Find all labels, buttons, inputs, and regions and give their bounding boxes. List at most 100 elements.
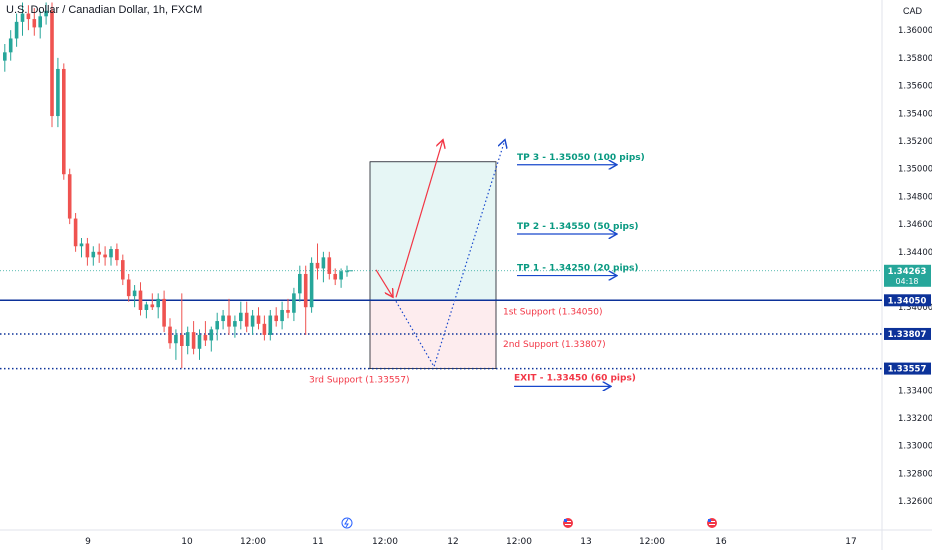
candle-body: [303, 273, 308, 308]
symbol-title: U.S. Dollar / Canadian Dollar, 1h, FXCM: [6, 4, 203, 16]
candle-body: [91, 251, 96, 258]
candle-body: [97, 251, 101, 255]
candle-body: [233, 321, 237, 327]
x-tick-label: 12:00: [372, 537, 398, 547]
candle-body: [221, 315, 225, 322]
candle-body: [62, 68, 66, 175]
candle-body: [215, 321, 219, 330]
candle-body: [292, 293, 296, 313]
tp-label-3: TP 3 - 1.35050 (100 pips): [517, 153, 645, 163]
candle-body: [174, 334, 178, 344]
candle-body: [185, 332, 190, 346]
currency-label: CAD: [902, 6, 922, 16]
support-label-2: 2nd Support (1.33807): [503, 340, 606, 350]
candle-body: [256, 315, 261, 324]
candle-body: [209, 329, 214, 341]
y-tick-label: 1.34600: [898, 220, 932, 230]
support-label-1: 1st Support (1.34050): [503, 307, 602, 317]
candle-body: [73, 218, 78, 247]
lightning-event-icon: [341, 517, 353, 529]
y-tick-label: 1.35200: [898, 137, 932, 147]
x-tick-label: 11: [312, 537, 323, 547]
candle-body: [339, 271, 343, 280]
exit-label: EXIT - 1.33450 (60 pips): [514, 373, 636, 383]
candle-body: [274, 315, 278, 322]
y-tick-label: 1.33400: [898, 386, 932, 396]
current-price-tag: [884, 264, 931, 287]
x-tick-label: 16: [715, 537, 727, 547]
candle-body: [3, 52, 7, 61]
candle-body: [138, 290, 143, 310]
tp-label-1: TP 1 - 1.34250 (20 pips): [517, 264, 638, 274]
y-tick-label: 1.35400: [898, 109, 932, 119]
support-price-tag-3: [884, 362, 931, 375]
x-tick-label: 12: [447, 537, 458, 547]
flag-canton: [708, 519, 711, 522]
candle-body: [38, 16, 42, 28]
y-tick-label: 1.34000: [898, 303, 932, 313]
x-tick-label: 17: [845, 537, 856, 547]
candle-body: [44, 10, 48, 17]
flag-canton: [564, 519, 567, 522]
candle-body: [286, 309, 290, 313]
support-price-tag-label-2: 1.33807: [888, 330, 927, 340]
support-label-3: 3rd Support (1.33557): [309, 376, 410, 386]
candle-body: [244, 312, 249, 327]
y-tick-label: 1.33000: [898, 442, 932, 452]
candle-body: [315, 262, 320, 269]
candle-body: [56, 68, 60, 117]
candle-body: [109, 249, 113, 258]
y-tick-label: 1.35800: [898, 54, 932, 64]
candle-body: [50, 10, 54, 117]
candle-body: [8, 38, 13, 53]
support-price-tag-1: [884, 294, 931, 307]
support-price-tag-label-3: 1.33557: [888, 365, 927, 375]
candle-body: [121, 260, 125, 280]
flag-stripe: [709, 524, 715, 525]
bullish-projection-arrow: [395, 140, 443, 298]
candle-body: [26, 13, 31, 20]
candle-body: [298, 273, 302, 294]
candle-body: [309, 262, 314, 308]
candle-body: [20, 13, 25, 22]
y-tick-label: 1.32600: [898, 497, 932, 507]
x-tick-label: 12:00: [639, 537, 665, 547]
y-tick-label: 1.32800: [898, 469, 932, 479]
candle-body: [191, 332, 196, 349]
candle-body: [32, 19, 37, 28]
candle-body: [14, 21, 19, 39]
candle-body: [156, 298, 160, 308]
target-zone: [370, 161, 496, 301]
candle-body: [280, 309, 284, 322]
candle-body: [197, 334, 202, 349]
candle-body: [250, 315, 255, 327]
candle-body: [327, 257, 332, 274]
candle-body: [162, 298, 166, 327]
pullback-projection-arrow: [395, 140, 505, 369]
current-price-value: 1.34263: [888, 267, 927, 277]
candle-body: [203, 334, 208, 341]
y-tick-label: 1.35600: [898, 82, 932, 92]
flag-stripe: [709, 521, 715, 522]
candle-body: [227, 315, 231, 327]
flag-stripe: [565, 521, 571, 522]
x-tick-label: 12:00: [240, 537, 266, 547]
candle-body: [239, 312, 243, 322]
bar-countdown: 04:18: [895, 277, 918, 286]
entry-arrow: [375, 269, 393, 297]
y-tick-label: 1.34800: [898, 192, 932, 202]
candle-body: [180, 334, 184, 346]
candle-body: [126, 279, 131, 297]
candle-body: [85, 243, 90, 258]
tp-label-2: TP 2 - 1.34550 (50 pips): [517, 222, 638, 232]
candle-body: [132, 290, 137, 297]
x-tick-label: 12:00: [506, 537, 532, 547]
x-tick-label: 10: [181, 537, 193, 547]
lightning-glyph: [344, 518, 349, 528]
candle-body: [115, 249, 119, 261]
candle-body: [67, 174, 72, 219]
candle-body: [150, 304, 155, 308]
y-tick-label: 1.35000: [898, 165, 932, 175]
